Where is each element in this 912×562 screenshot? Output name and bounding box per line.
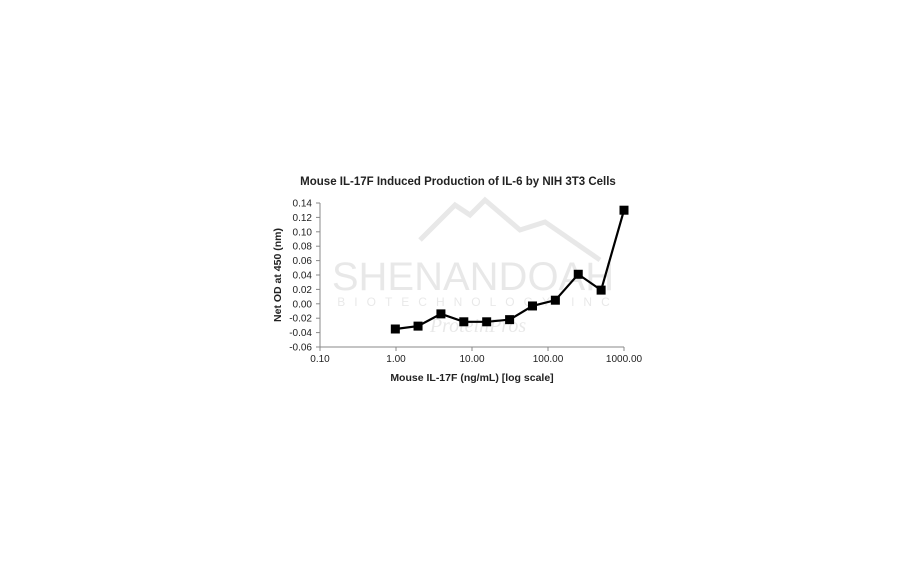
data-point (390, 324, 400, 334)
data-point (619, 205, 629, 215)
y-axis-label: Net OD at 450 (nm) (272, 228, 284, 322)
data-point (482, 317, 492, 327)
x-tick-label: 0.10 (310, 354, 330, 365)
y-tick-label: -0.02 (289, 314, 312, 325)
data-point (459, 317, 469, 327)
x-tick-label: 1000.00 (606, 354, 643, 365)
chart-title: Mouse IL-17F Induced Production of IL-6 … (300, 176, 616, 188)
x-tick-label: 1.00 (386, 354, 406, 365)
y-tick-label: -0.06 (289, 343, 312, 354)
svg-text:BIOTECHNOLOGY INC: BIOTECHNOLOGY INC (337, 295, 618, 309)
y-tick-label: 0.14 (293, 199, 313, 210)
y-tick-label: 0.04 (293, 271, 313, 282)
x-tick-label: 10.00 (459, 354, 484, 365)
data-point (527, 301, 537, 311)
data-point (573, 269, 583, 279)
svg-text:SHENANDOAH: SHENANDOAH (332, 255, 614, 299)
data-point (436, 309, 446, 319)
data-point (550, 295, 560, 305)
x-tick-label: 100.00 (533, 354, 564, 365)
y-tick-label: -0.04 (289, 328, 312, 339)
y-tick-label: 0.06 (293, 256, 313, 267)
data-point (596, 285, 606, 295)
data-point (413, 321, 423, 331)
y-tick-label: 0.00 (293, 299, 313, 310)
x-axis-label: Mouse IL-17F (ng/mL) [log scale] (390, 372, 553, 384)
y-tick-label: 0.12 (293, 213, 313, 224)
data-point (505, 315, 515, 325)
watermark: SHENANDOAH BIOTECHNOLOGY INC ProteinPros (332, 196, 618, 337)
y-tick-label: 0.08 (293, 242, 313, 253)
y-tick-label: 0.10 (293, 227, 313, 238)
y-tick-label: 0.02 (293, 285, 313, 296)
